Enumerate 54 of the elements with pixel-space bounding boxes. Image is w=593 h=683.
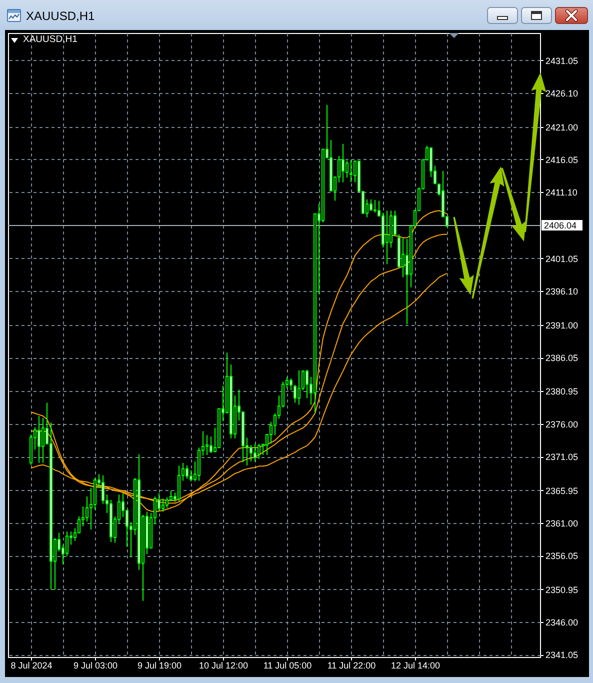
- candlestick: [42, 417, 44, 464]
- y-tick-label: 2416.05: [546, 154, 578, 165]
- candlestick: [306, 369, 308, 399]
- candlestick: [374, 200, 376, 214]
- candlestick: [38, 415, 40, 464]
- candlestick: [66, 531, 68, 556]
- x-tick-label: 9 Jul 03:00: [73, 660, 118, 670]
- candlestick: [386, 210, 388, 265]
- y-tick-label: 2396.10: [546, 286, 578, 297]
- y-tick-label: 2386.05: [546, 353, 578, 364]
- y-tick-label: 2361.00: [546, 518, 578, 528]
- candlestick: [190, 470, 192, 482]
- y-tick-label: 2401.05: [546, 254, 578, 264]
- y-tick-label: 2411.10: [546, 188, 578, 198]
- y-tick-label: 2376.00: [546, 419, 578, 430]
- candlestick: [298, 370, 300, 406]
- candlestick: [346, 160, 348, 178]
- y-tick-label: 2371.05: [546, 452, 578, 462]
- candlestick: [294, 384, 296, 404]
- x-tick-label: 11 Jul 05:00: [263, 660, 312, 670]
- y-tick-label: 2341.05: [546, 650, 578, 660]
- y-tick-label: 2380.95: [546, 386, 578, 397]
- candlestick: [102, 474, 104, 504]
- candlestick: [350, 159, 352, 183]
- candlestick: [86, 496, 88, 522]
- candlestick: [258, 443, 260, 460]
- y-tick-label: 2350.95: [546, 584, 578, 595]
- y-tick-label: 2356.05: [546, 551, 578, 562]
- chart-title: XAUUSD,H1: [26, 9, 95, 23]
- candlestick: [342, 143, 344, 183]
- x-tick-label: 9 Jul 19:00: [137, 660, 182, 670]
- candlestick: [254, 443, 256, 462]
- candlestick: [186, 465, 188, 480]
- x-tick-label: 8 Jul 2024: [10, 660, 52, 670]
- x-tick-label: 11 Jul 22:00: [327, 660, 376, 670]
- x-tick-label: 12 Jul 14:00: [390, 660, 440, 670]
- chart-title: XAUUSD,H1: [23, 34, 78, 46]
- y-tick-label: 2365.95: [546, 486, 578, 496]
- candlestick: [166, 496, 168, 508]
- y-tick-label: 2431.05: [546, 56, 578, 66]
- candlestick: [206, 434, 208, 456]
- y-tick-label: 2391.00: [546, 320, 578, 330]
- candlestick: [402, 237, 404, 278]
- ref-line-label: 2406.04: [544, 220, 577, 231]
- y-tick-label: 2346.00: [546, 618, 578, 628]
- candlestick: [178, 465, 180, 502]
- x-tick-label: 10 Jul 12:00: [198, 660, 248, 670]
- candlestick: [170, 490, 172, 502]
- y-tick-label: 2421.00: [546, 122, 578, 132]
- candlestick: [290, 378, 292, 391]
- candlestick: [250, 444, 252, 462]
- y-tick-label: 2426.10: [546, 88, 578, 99]
- candlestick: [162, 498, 164, 512]
- candlestick: [210, 436, 212, 454]
